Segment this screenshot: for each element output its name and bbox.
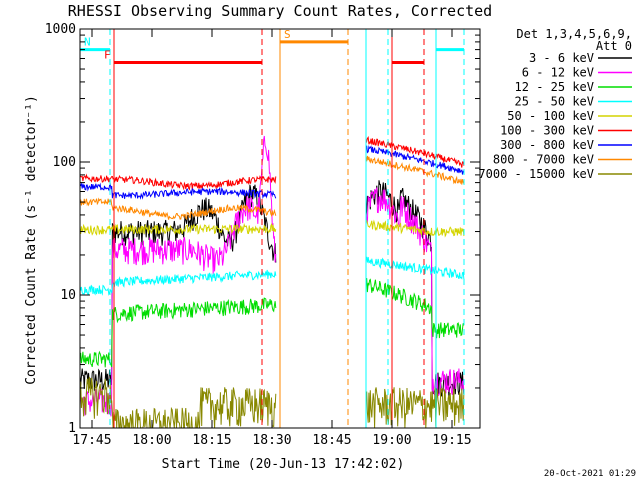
x-tick-label: 18:00 xyxy=(132,433,171,448)
y-axis: 1 10 100 1000 xyxy=(45,22,480,436)
legend-header: Det 1,3,4,5,6,9, xyxy=(516,27,632,41)
legend-entry-label: 7000 - 15000 keV xyxy=(478,167,594,181)
legend-entry-label: 6 - 12 keV xyxy=(522,66,594,80)
legend-entry-label: 300 - 800 keV xyxy=(500,138,594,152)
series-line xyxy=(79,376,465,429)
series-line xyxy=(79,145,464,200)
plot-frame xyxy=(79,28,481,429)
series-line xyxy=(79,278,465,368)
series-line xyxy=(79,219,465,238)
footer-date: 20-Oct-2021 01:29 xyxy=(544,469,636,479)
x-axis: 17:45 18:00 18:15 18:30 18:45 19:00 19:15 xyxy=(72,29,472,448)
legend-header: Att 0 xyxy=(596,39,632,53)
legend-entry-label: 3 - 6 keV xyxy=(529,51,594,65)
series-line xyxy=(79,256,465,297)
x-tick-label: 19:00 xyxy=(372,433,411,448)
y-tick-label: 100 xyxy=(53,155,76,170)
legend-entry-label: 50 - 100 keV xyxy=(507,109,594,123)
annotation-label: S xyxy=(284,28,291,41)
y-tick-label: 1000 xyxy=(45,22,76,37)
annotation-label: N xyxy=(84,36,91,49)
x-tick-label: 18:15 xyxy=(192,433,231,448)
legend-entry-label: 100 - 300 keV xyxy=(500,124,594,138)
x-tick-label: 18:45 xyxy=(312,433,351,448)
x-tick-label: 18:30 xyxy=(252,433,291,448)
y-tick-label: 10 xyxy=(60,288,76,303)
x-tick-label: 17:45 xyxy=(72,433,111,448)
annotation-label: F xyxy=(104,48,111,61)
legend-entry-label: 25 - 50 keV xyxy=(515,95,594,109)
series-line xyxy=(79,155,465,220)
series-line xyxy=(79,136,465,191)
y-tick-label: 1 xyxy=(68,421,76,436)
chart-title: RHESSI Observing Summary Count Rates, Co… xyxy=(68,2,492,20)
x-tick-label: 19:15 xyxy=(432,433,471,448)
x-axis-label: Start Time (20-Jun-13 17:42:02) xyxy=(162,457,405,472)
series-line xyxy=(79,135,465,417)
y-axis-label: Corrected Count Rate (s⁻¹ detector⁻¹) xyxy=(24,95,39,385)
plot-data xyxy=(79,135,465,429)
legend-entry-label: 800 - 7000 keV xyxy=(493,153,594,167)
legend-entry-label: 12 - 25 keV xyxy=(515,80,594,94)
